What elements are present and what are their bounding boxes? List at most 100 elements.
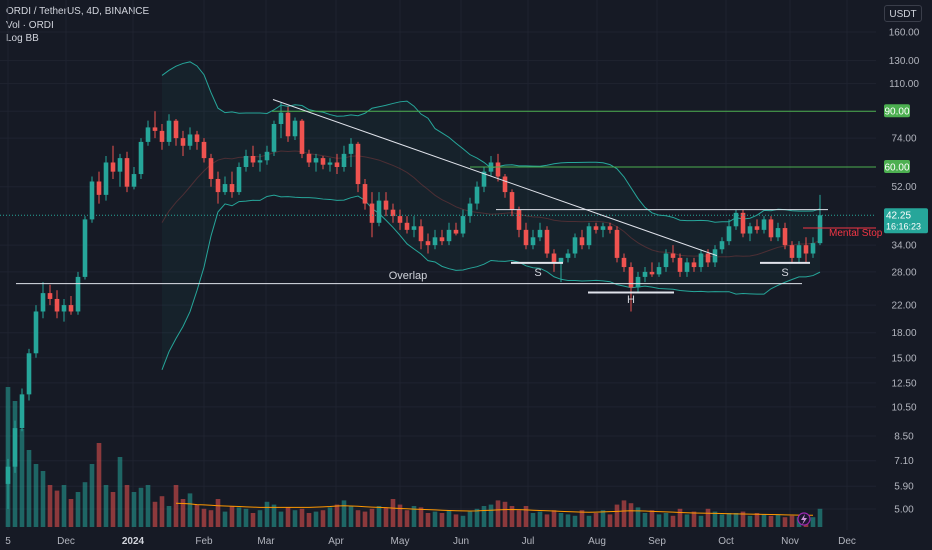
last-price-tag-bg — [884, 208, 928, 234]
y-tick-label: 15.00 — [891, 353, 916, 364]
candle-body — [418, 226, 424, 242]
candle-body — [369, 203, 375, 223]
candle-body — [565, 253, 571, 258]
candle-body — [712, 249, 718, 263]
volume-bar — [432, 511, 438, 527]
volume-bar — [593, 513, 599, 527]
y-tick-label: 5.90 — [894, 482, 914, 493]
volume-bar — [579, 510, 585, 527]
volume-indicator-label[interactable]: Vol · ORDI — [6, 20, 54, 31]
volume-bar — [775, 514, 781, 527]
volume-bar — [712, 511, 718, 527]
volume-bar — [460, 515, 466, 527]
y-tick-label: 110.00 — [889, 79, 919, 90]
volume-bar — [320, 510, 326, 527]
candle-body — [761, 219, 767, 230]
y-tick-label: 12.50 — [891, 378, 916, 389]
volume-bar — [376, 506, 382, 527]
candle-body — [544, 229, 550, 254]
candle-body — [54, 298, 60, 312]
x-tick-label: Nov — [781, 536, 799, 547]
volume-bar — [516, 510, 522, 527]
volume-bar — [404, 510, 410, 527]
volume-bar — [439, 513, 445, 527]
candle-body — [600, 226, 606, 230]
candle-body — [684, 262, 690, 272]
level-tag-label: 90.00 — [884, 107, 909, 118]
volume-bar — [719, 514, 725, 527]
candle-body — [642, 271, 648, 277]
volume-bar — [761, 514, 767, 527]
volume-bar — [551, 510, 557, 527]
x-tick-label: 2024 — [122, 536, 145, 547]
y-tick-label: 160.00 — [889, 28, 920, 39]
volume-bar — [19, 429, 25, 527]
candle-body — [68, 305, 74, 312]
volume-bar — [782, 517, 788, 527]
volume-bar — [26, 450, 32, 527]
candle-body — [47, 293, 53, 299]
volume-ma-line — [175, 502, 813, 516]
candle-body — [537, 229, 543, 238]
candle-body — [271, 124, 277, 152]
volume-bar — [621, 500, 627, 527]
candle-body — [523, 229, 529, 246]
volume-bar — [600, 510, 606, 527]
candle-body — [789, 245, 795, 258]
candle-body — [691, 262, 697, 268]
candle-body — [26, 353, 32, 395]
volume-bar — [40, 471, 46, 527]
volume-bar — [33, 464, 39, 527]
volume-bar — [201, 508, 207, 527]
candle-body — [782, 228, 788, 246]
candle-body — [96, 181, 102, 195]
volume-bar — [677, 508, 683, 527]
volume-bar — [278, 511, 284, 527]
candle-body — [159, 130, 165, 142]
candle-body — [61, 305, 67, 312]
volume-bar — [152, 501, 158, 527]
bollinger-indicator-label[interactable]: Log BB — [6, 33, 39, 44]
y-tick-label: 74.00 — [891, 134, 916, 145]
volume-bar — [103, 485, 109, 527]
candle-body — [341, 153, 347, 167]
candle-body — [383, 200, 389, 210]
symbol-title: ORDI / TetherUS, 4D, BINANCE — [6, 6, 150, 17]
candle-body — [810, 243, 816, 254]
volume-bar — [754, 513, 760, 527]
currency-selector[interactable]: USDT — [884, 5, 922, 22]
volume-bar — [348, 506, 354, 527]
candle-body — [467, 203, 473, 217]
candle-body — [187, 134, 193, 146]
candle-body — [516, 209, 522, 230]
volume-bar — [467, 511, 473, 527]
candle-body — [152, 127, 158, 131]
candle-body — [432, 237, 438, 246]
candle-body — [89, 181, 95, 220]
volume-bar — [607, 514, 613, 527]
candle-body — [292, 120, 298, 137]
candle-body — [446, 229, 452, 242]
volume-bar — [558, 513, 564, 527]
volume-bar — [285, 507, 291, 527]
candle-body — [502, 176, 508, 193]
candle-body — [103, 162, 109, 195]
volume-bar — [446, 510, 452, 527]
candle-body — [796, 245, 802, 258]
volume-bar — [208, 510, 214, 527]
candle-body — [257, 160, 263, 163]
candle-body — [376, 200, 382, 223]
volume-bar — [341, 500, 347, 527]
candle-body — [404, 222, 410, 230]
volume-bar — [250, 513, 256, 527]
volume-bar — [733, 513, 739, 527]
volume-bar — [565, 514, 571, 527]
candle-body — [285, 112, 291, 137]
x-tick-label: 5 — [5, 536, 11, 547]
candle-body — [572, 237, 578, 254]
candle-body — [656, 267, 662, 275]
volume-bar — [243, 508, 249, 527]
volume-bar — [369, 508, 375, 527]
